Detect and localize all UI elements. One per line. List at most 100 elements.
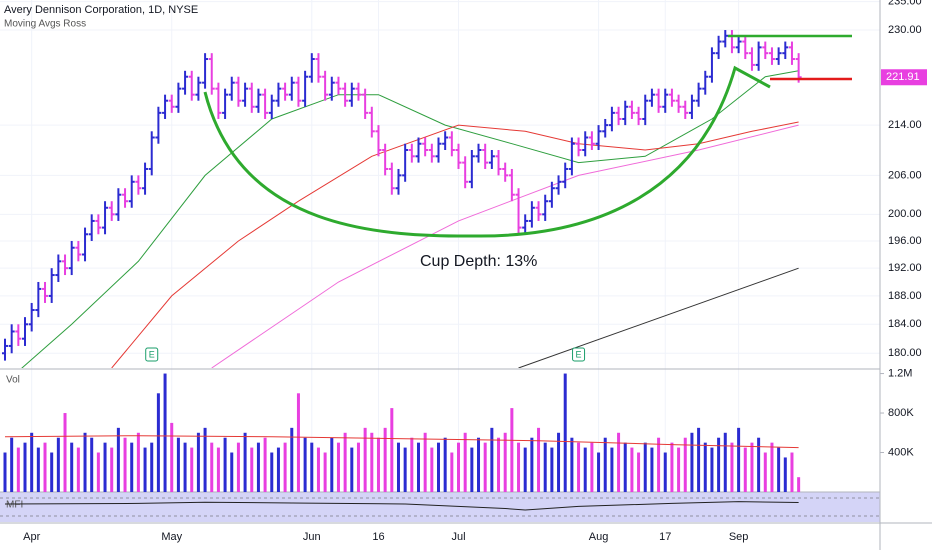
volume-bar bbox=[363, 427, 367, 492]
volume-bar bbox=[110, 447, 114, 492]
volume-bar bbox=[43, 442, 47, 492]
volume-bar bbox=[643, 442, 647, 492]
volume-bar bbox=[557, 432, 561, 492]
volume-bar bbox=[610, 447, 614, 492]
y-tick-label: 214.00 bbox=[888, 119, 922, 131]
moving-average bbox=[518, 267, 799, 368]
volume-bar bbox=[403, 447, 407, 492]
y-tick-label: 235.00 bbox=[888, 0, 922, 8]
volume-bar bbox=[603, 437, 607, 492]
volume-bar bbox=[537, 427, 541, 492]
volume-bar bbox=[757, 437, 761, 492]
volume-bar bbox=[663, 452, 667, 492]
volume-bar bbox=[503, 432, 507, 492]
volume-bar bbox=[76, 447, 80, 492]
x-tick-label: Aug bbox=[589, 531, 609, 543]
volume-bar bbox=[617, 432, 621, 492]
volume-bar bbox=[63, 413, 67, 492]
volume-tick-label: 1.2M bbox=[888, 367, 912, 379]
volume-bar bbox=[410, 437, 414, 492]
volume-bar bbox=[150, 442, 154, 492]
volume-bar bbox=[563, 373, 567, 492]
volume-bar bbox=[236, 442, 240, 492]
volume-bar bbox=[336, 442, 340, 492]
volume-bar bbox=[430, 447, 434, 492]
volume-bar bbox=[517, 442, 521, 492]
volume-bar bbox=[243, 432, 247, 492]
volume-bar bbox=[283, 442, 287, 492]
volume-bar bbox=[323, 452, 327, 492]
volume-bar bbox=[36, 447, 40, 492]
volume-bar bbox=[176, 437, 180, 492]
volume-bar bbox=[463, 432, 467, 492]
volume-bar bbox=[30, 432, 34, 492]
volume-bar bbox=[630, 447, 634, 492]
volume-bar bbox=[376, 437, 380, 492]
volume-bar bbox=[763, 452, 767, 492]
volume-bar bbox=[103, 442, 107, 492]
y-tick-label: 206.00 bbox=[888, 169, 922, 181]
volume-bar bbox=[523, 447, 527, 492]
volume-bar bbox=[743, 447, 747, 492]
x-tick-label: May bbox=[161, 531, 182, 543]
volume-bar bbox=[316, 447, 320, 492]
volume-bar bbox=[597, 452, 601, 492]
price-tag bbox=[881, 69, 927, 86]
volume-bar bbox=[50, 452, 54, 492]
volume-bar bbox=[497, 437, 501, 492]
volume-bar bbox=[703, 442, 707, 492]
moving-average bbox=[21, 70, 799, 368]
volume-bar bbox=[590, 442, 594, 492]
volume-bar bbox=[163, 373, 167, 492]
volume-tick-label: 400K bbox=[888, 446, 914, 458]
volume-bar bbox=[510, 408, 514, 492]
volume-bar bbox=[730, 442, 734, 492]
volume-average bbox=[4, 435, 799, 449]
volume-bar bbox=[210, 442, 214, 492]
y-tick-label: 196.00 bbox=[888, 235, 922, 247]
x-tick-label: 16 bbox=[372, 531, 384, 543]
y-tick-label: 200.00 bbox=[888, 208, 922, 220]
plot bbox=[2, 30, 802, 368]
volume-bar bbox=[70, 442, 74, 492]
earnings-label: E bbox=[149, 349, 155, 359]
x-tick-label: Sep bbox=[729, 531, 749, 543]
volume-bar bbox=[723, 432, 727, 492]
earnings-marker bbox=[572, 347, 586, 362]
volume-bar bbox=[203, 427, 207, 492]
earnings-label: E bbox=[576, 349, 582, 359]
volume-bar bbox=[390, 408, 394, 492]
volume-bar bbox=[477, 437, 481, 492]
volume-bar bbox=[310, 442, 314, 492]
volume-bar bbox=[303, 437, 307, 492]
volume-bar bbox=[550, 447, 554, 492]
volume-bar bbox=[396, 442, 400, 492]
volume-bar bbox=[783, 457, 787, 492]
volume-bar bbox=[443, 437, 447, 492]
volume-bar bbox=[797, 477, 801, 492]
volume-bar bbox=[483, 442, 487, 492]
annotation: Cup Depth: 13% bbox=[420, 253, 537, 270]
volume-bar bbox=[270, 452, 274, 492]
volume-bar bbox=[436, 442, 440, 492]
x-tick-label: Jun bbox=[303, 531, 321, 543]
volume-tick-label: 800K bbox=[888, 407, 914, 419]
chart-subtitle: Moving Avgs Ross bbox=[4, 19, 86, 30]
x-tick-label: Apr bbox=[23, 531, 40, 543]
volume-bar bbox=[190, 447, 194, 492]
volume-bar bbox=[143, 447, 147, 492]
volume-bar bbox=[570, 437, 574, 492]
mfi-line bbox=[4, 501, 799, 511]
volume-bar bbox=[677, 447, 681, 492]
volume-bar bbox=[230, 452, 234, 492]
volume-bar bbox=[670, 442, 674, 492]
volume-bar bbox=[383, 427, 387, 492]
volume-bar bbox=[683, 437, 687, 492]
y-tick-label: 184.00 bbox=[888, 318, 922, 330]
volume-bar bbox=[263, 437, 267, 492]
volume-bar bbox=[96, 452, 100, 492]
volume-bar bbox=[450, 452, 454, 492]
volume-bar bbox=[637, 452, 641, 492]
cup-shape bbox=[203, 65, 771, 238]
